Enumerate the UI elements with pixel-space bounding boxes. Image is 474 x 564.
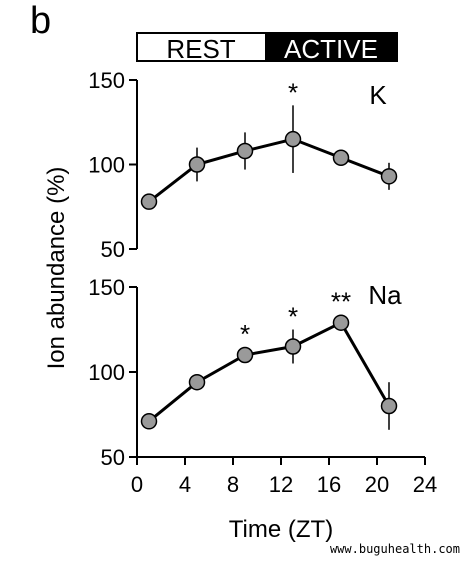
chart-panel-k: 50 100 150 K *: [88, 68, 398, 262]
data-point: [284, 338, 302, 355]
x-tick-label: 20: [365, 472, 389, 497]
series-label: Na: [368, 280, 402, 310]
watermark: www.buguhealth.com: [329, 542, 460, 556]
x-tick-label: 4: [179, 472, 191, 497]
x-tick-label: 12: [269, 472, 293, 497]
y-tick-label: 50: [101, 237, 125, 262]
data-point: [284, 130, 302, 148]
data-point: [140, 413, 158, 430]
y-tick-label: 100: [88, 153, 125, 178]
active-bar: [265, 32, 398, 62]
active-label: ACTIVE: [284, 34, 378, 64]
x-axis-label: Time (ZT): [229, 516, 333, 543]
significance-marker: *: [288, 302, 298, 332]
data-point: [188, 156, 206, 173]
x-tick-label: 0: [131, 472, 143, 497]
data-point: [188, 373, 206, 391]
data-point: [236, 142, 254, 160]
significance-marker: *: [288, 77, 298, 107]
panel-letter: b: [30, 0, 52, 42]
y-tick-label: 150: [88, 275, 125, 300]
significance-marker: **: [331, 287, 351, 317]
data-point: [380, 168, 398, 185]
data-point: [332, 149, 350, 166]
y-axis-label: Ion abundance (%): [43, 167, 70, 370]
data-point: [332, 314, 350, 331]
rest-label: REST: [166, 34, 235, 64]
x-tick-label: 16: [317, 472, 341, 497]
data-point: [380, 397, 398, 415]
y-tick-label: 50: [101, 445, 125, 470]
x-tick-label: 8: [227, 472, 239, 497]
significance-marker: *: [240, 319, 250, 349]
y-tick-label: 150: [88, 68, 125, 93]
y-tick-label: 100: [88, 360, 125, 385]
series-line: [148, 320, 391, 423]
data-point: [140, 193, 158, 210]
series-label: K: [369, 80, 387, 110]
data-point: [236, 346, 254, 364]
series-line: [148, 137, 390, 203]
phase-bar: REST ACTIVE: [136, 32, 398, 64]
x-tick-label: 24: [413, 472, 437, 497]
